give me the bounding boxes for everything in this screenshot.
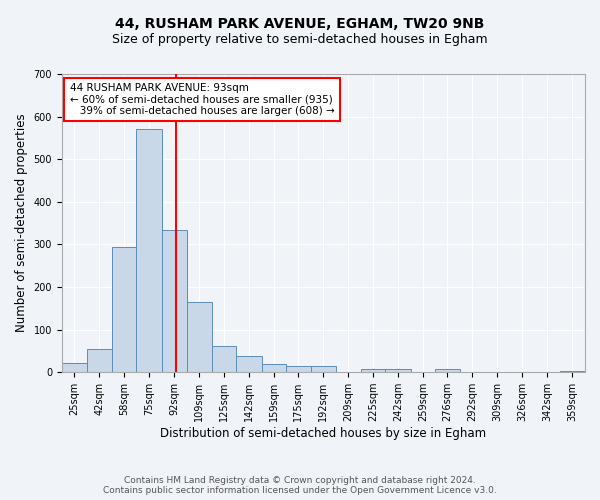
Bar <box>161 230 187 372</box>
Text: 44, RUSHAM PARK AVENUE, EGHAM, TW20 9NB: 44, RUSHAM PARK AVENUE, EGHAM, TW20 9NB <box>115 18 485 32</box>
Bar <box>262 364 286 372</box>
Bar <box>62 363 87 372</box>
Bar <box>212 346 236 372</box>
Bar <box>286 366 311 372</box>
Bar <box>87 349 112 372</box>
Bar <box>136 130 161 372</box>
Text: Contains public sector information licensed under the Open Government Licence v3: Contains public sector information licen… <box>103 486 497 495</box>
Bar <box>236 356 262 372</box>
Text: Contains HM Land Registry data © Crown copyright and database right 2024.: Contains HM Land Registry data © Crown c… <box>124 476 476 485</box>
Bar <box>187 302 212 372</box>
Bar <box>560 370 585 372</box>
X-axis label: Distribution of semi-detached houses by size in Egham: Distribution of semi-detached houses by … <box>160 427 487 440</box>
Bar <box>112 246 136 372</box>
Text: 44 RUSHAM PARK AVENUE: 93sqm
← 60% of semi-detached houses are smaller (935)
   : 44 RUSHAM PARK AVENUE: 93sqm ← 60% of se… <box>70 83 334 116</box>
Bar <box>435 369 460 372</box>
Bar <box>311 366 336 372</box>
Bar <box>361 369 385 372</box>
Text: Size of property relative to semi-detached houses in Egham: Size of property relative to semi-detach… <box>112 32 488 46</box>
Y-axis label: Number of semi-detached properties: Number of semi-detached properties <box>15 114 28 332</box>
Bar <box>385 369 410 372</box>
